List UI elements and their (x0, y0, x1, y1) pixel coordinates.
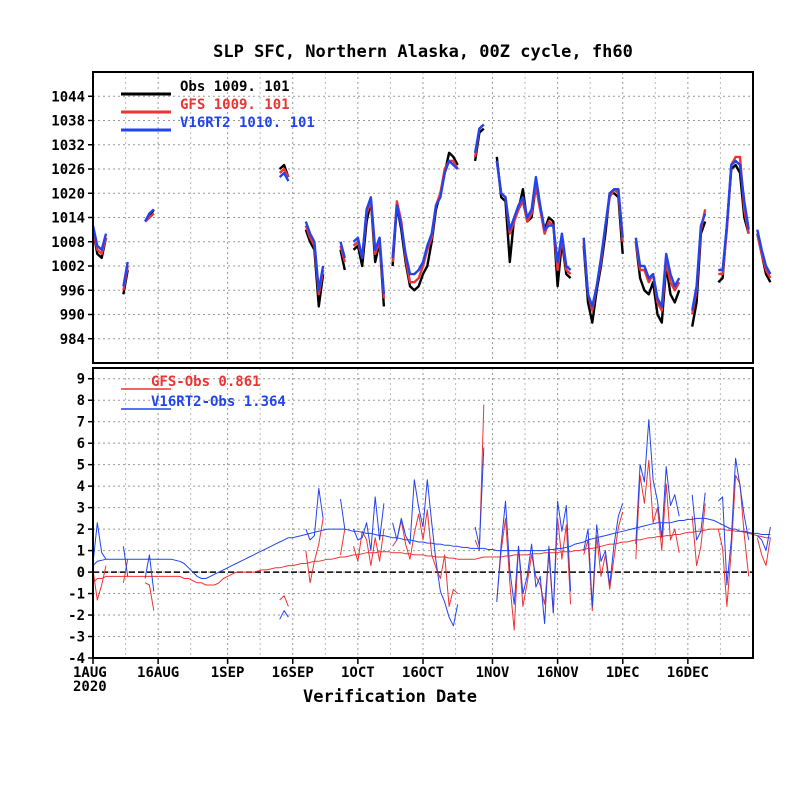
difference-y-ticks: -4 -3 -2 -1 0 1 2 3 4 5 6 7 8 9 (68, 372, 93, 667)
difference-ytick-label-2: -2 (68, 608, 85, 624)
x-tick-label-7: 16NOV (537, 665, 580, 681)
difference-legend-label-0: GFS-Obs 0.861 (151, 374, 261, 390)
pressure-ytick-label-0: 984 (60, 332, 85, 348)
pressure-ytick-label-7: 1026 (51, 162, 85, 178)
x-tick-label-2: 1SEP (211, 665, 245, 681)
pressure-ytick-label-3: 1002 (51, 259, 85, 275)
difference-ytick-label-6: 2 (77, 522, 85, 538)
difference-ytick-label-7: 3 (77, 501, 85, 517)
pressure-ytick-label-5: 1014 (51, 211, 85, 227)
pressure-legend-label-0: Obs 1009. 101 (180, 79, 290, 95)
chart-title: SLP SFC, Northern Alaska, 00Z cycle, fh6… (213, 42, 633, 62)
pressure-ytick-label-6: 1020 (51, 186, 85, 202)
difference-legend-label-1: V16RT2-Obs 1.364 (151, 394, 286, 410)
difference-ytick-label-3: -1 (68, 587, 85, 603)
difference-ytick-label-8: 4 (77, 479, 85, 495)
pressure-series-2 (91, 123, 772, 311)
difference-series-0 (92, 404, 771, 631)
x-tick-label-4: 1OCT (341, 665, 375, 681)
x-year-label: 2020 (73, 679, 107, 695)
difference-ytick-label-11: 7 (77, 415, 85, 431)
difference-ytick-label-4: 0 (77, 565, 85, 581)
difference-ytick-label-1: -3 (68, 630, 85, 646)
difference-grid (92, 368, 753, 658)
x-tick-label-3: 16SEP (272, 665, 314, 681)
difference-ytick-label-9: 5 (77, 458, 85, 474)
difference-ytick-label-10: 6 (77, 436, 85, 452)
pressure-panel: 984 990 996 1002 1008 1014 1020 1026 1032 1038 104… (51, 71, 772, 364)
pressure-ytick-label-9: 1038 (51, 114, 85, 130)
difference-legend: GFS-Obs 0.861 V16RT2-Obs 1.364 (121, 374, 286, 410)
difference-ytick-label-13: 9 (77, 372, 85, 388)
difference-ytick-label-5: 1 (77, 544, 85, 560)
pressure-legend-label-1: GFS 1009. 101 (180, 97, 290, 113)
difference-panel: -4 -3 -2 -1 0 1 2 3 4 5 6 7 8 9 GFS-Obs 0.861 V16RT2-O… (68, 367, 771, 667)
x-axis-ticks: 1AUG 16AUG 1SEP 16SEP 1OCT 16OCT 1NOV 16NOV 1DEC… (73, 658, 709, 681)
pressure-ytick-label-2: 996 (60, 283, 85, 299)
difference-series-2 (92, 419, 771, 627)
difference-series-1 (92, 528, 771, 586)
difference-ytick-label-0: -4 (68, 651, 85, 667)
x-tick-label-5: 16OCT (402, 665, 444, 681)
pressure-ytick-label-8: 1032 (51, 138, 85, 154)
pressure-series (91, 123, 772, 327)
x-tick-label-6: 1NOV (476, 665, 510, 681)
x-tick-label-8: 1DEC (606, 665, 640, 681)
difference-series (92, 404, 771, 631)
x-tick-label-1: 16AUG (137, 665, 179, 681)
difference-series-3 (92, 517, 771, 579)
pressure-ytick-label-10: 1044 (51, 89, 85, 105)
x-tick-label-0: 1AUG (73, 665, 107, 681)
pressure-ytick-label-1: 990 (60, 308, 85, 324)
pressure-y-ticks: 984 990 996 1002 1008 1014 1020 1026 1032 1038 104… (51, 89, 93, 348)
pressure-legend: Obs 1009. 101 GFS 1009. 101 V16RT2 1010. 1… (121, 79, 315, 132)
x-tick-label-9: 16DEC (667, 665, 709, 681)
x-axis-label: Verification Date (303, 687, 477, 707)
pressure-ytick-label-4: 1008 (51, 235, 85, 251)
pressure-legend-label-2: V16RT2 1010. 101 (180, 115, 315, 131)
difference-ytick-label-12: 8 (77, 393, 85, 409)
